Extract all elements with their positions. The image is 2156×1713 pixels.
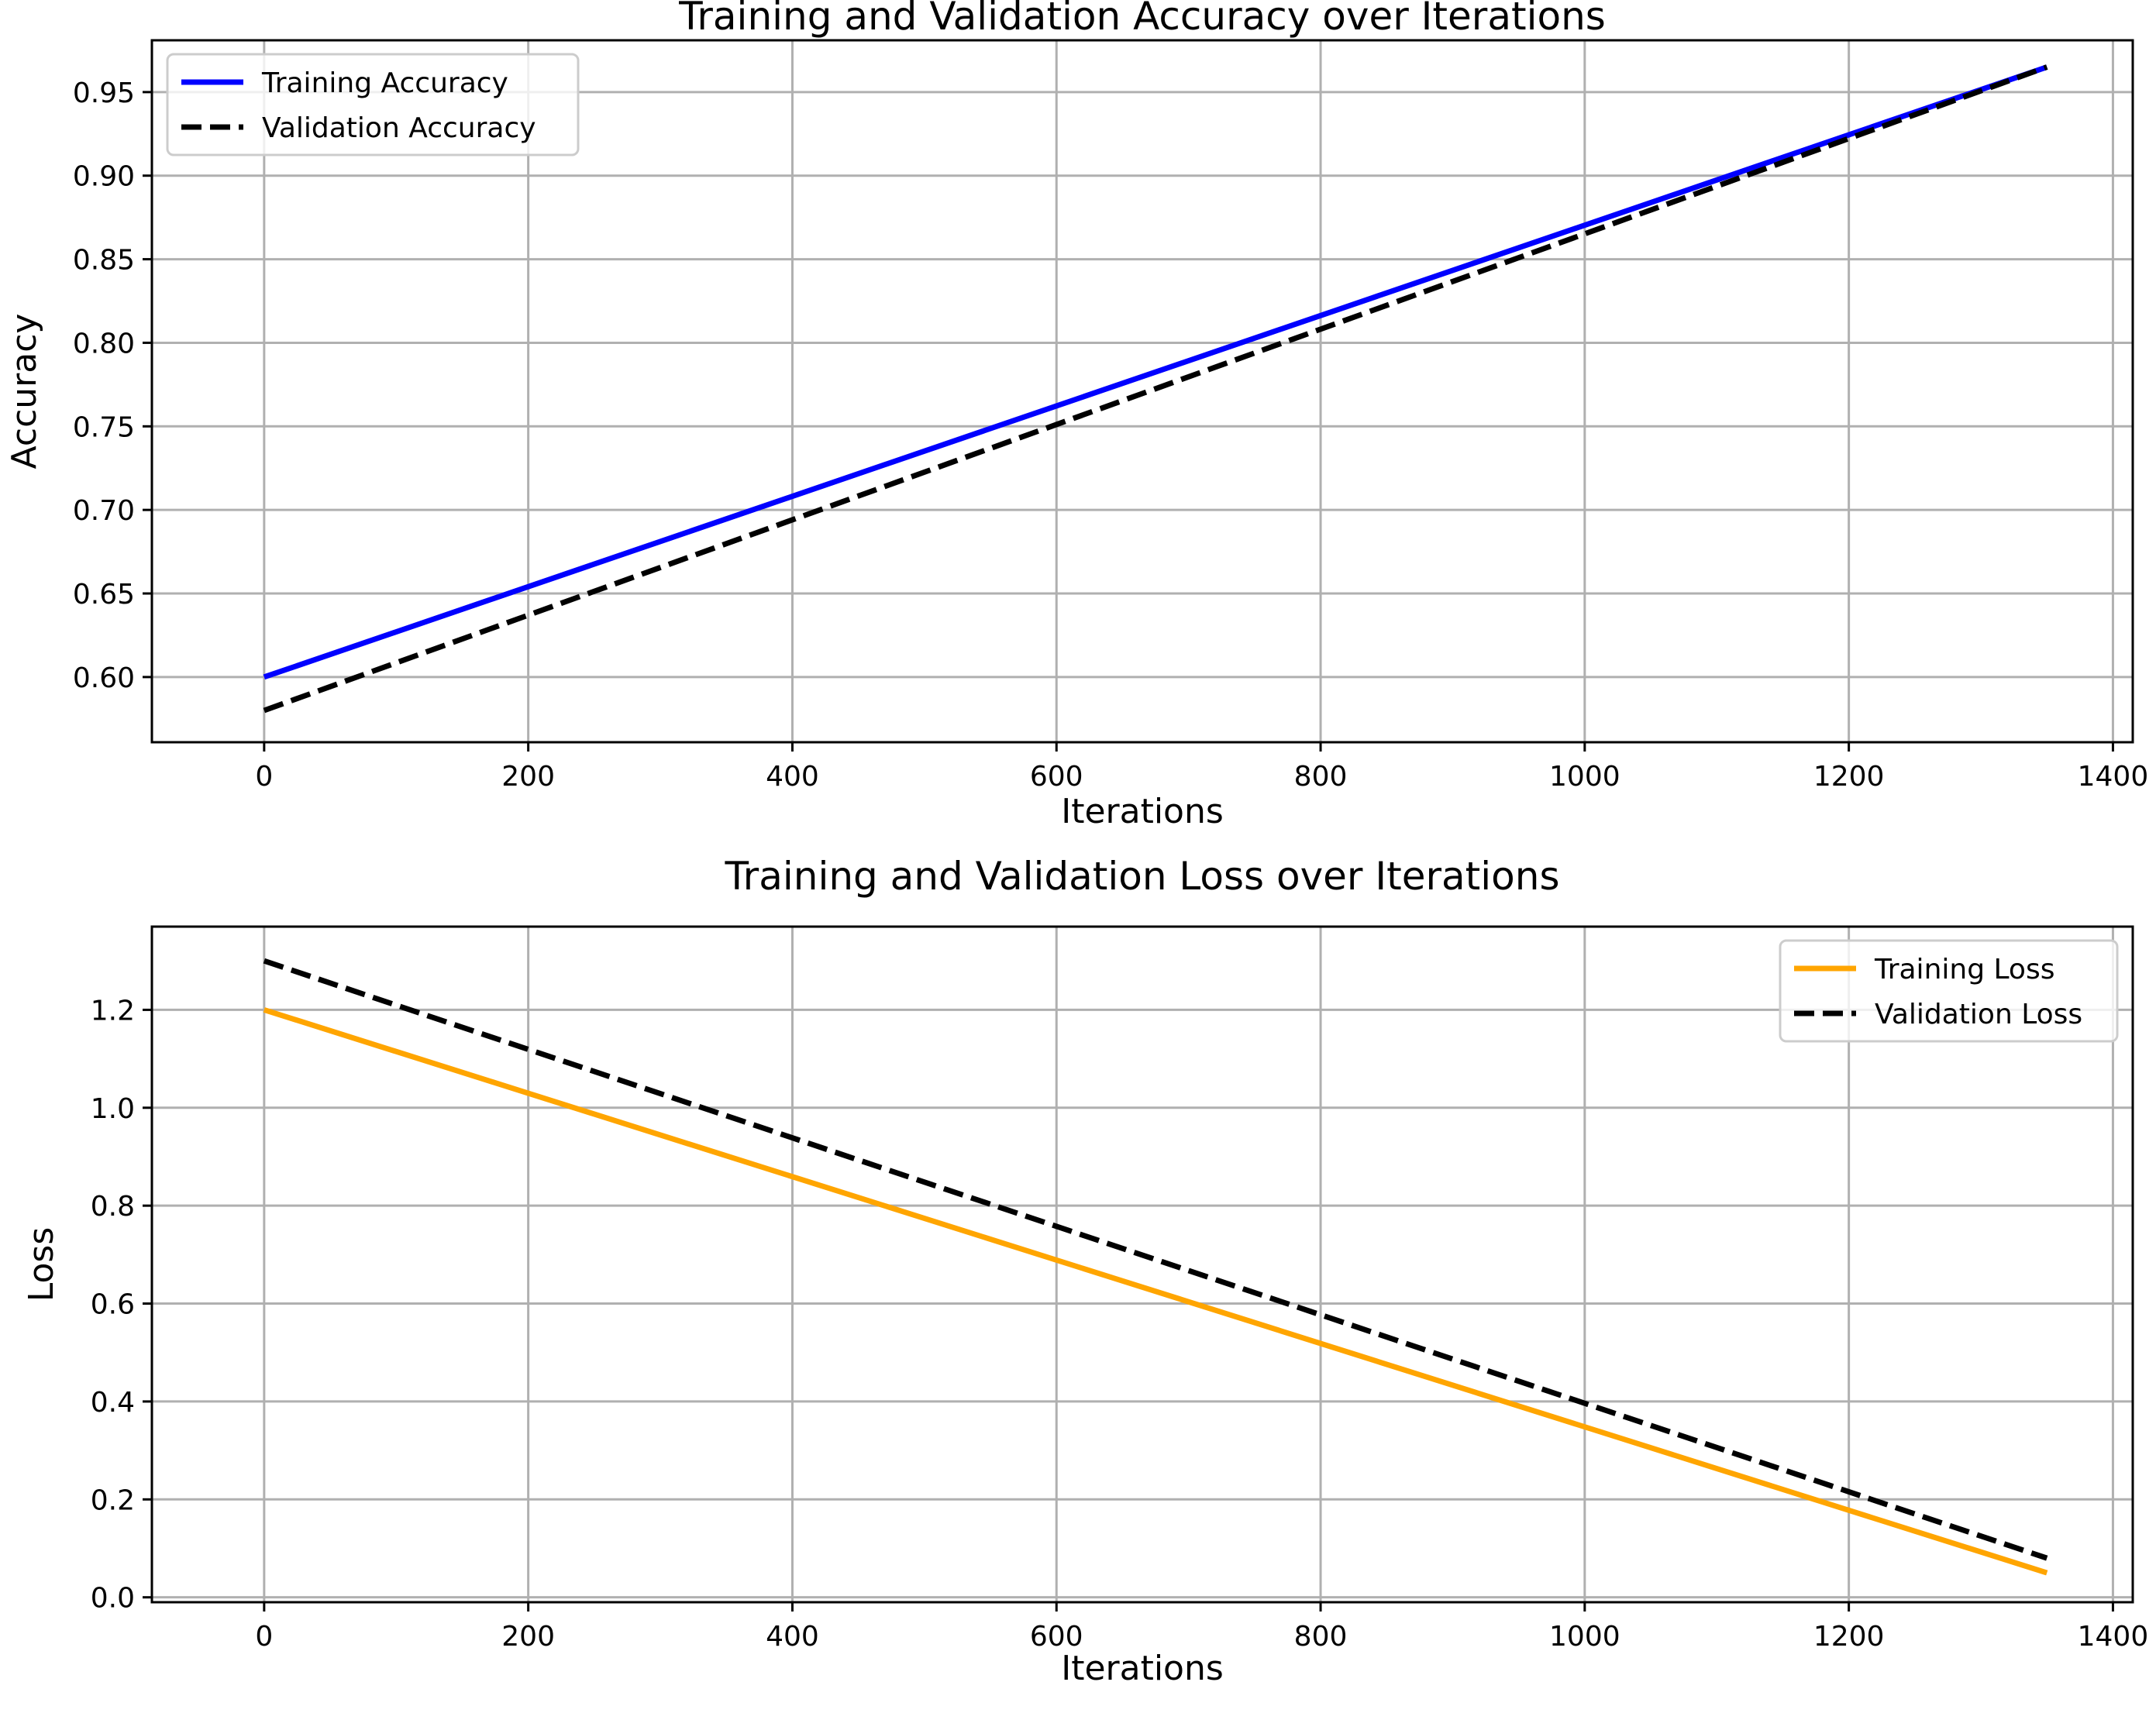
loss-series-training-loss: [263, 1007, 2048, 1576]
accuracy-x-tick-label: 200: [501, 761, 555, 793]
loss-x-tick-label: 1000: [1549, 1621, 1620, 1653]
loss-x-tick-label: 800: [1294, 1621, 1348, 1653]
accuracy-y-tick-label: 0.90: [73, 161, 135, 193]
loss-y-tick-label: 0.0: [91, 1583, 135, 1615]
loss-y-tick-label: 1.0: [91, 1093, 135, 1125]
loss-x-tick-label: 600: [1030, 1621, 1083, 1653]
accuracy-series-training-accuracy: [263, 64, 2048, 680]
accuracy-y-axis-label: Accuracy: [5, 314, 44, 470]
accuracy-x-tick-label: 800: [1294, 761, 1348, 793]
accuracy-x-tick-label: 1200: [1813, 761, 1885, 793]
accuracy-legend-box: [166, 53, 580, 157]
loss-legend-label-training-loss: Training Loss: [1874, 954, 2054, 985]
accuracy-y-tick-label: 0.75: [73, 411, 135, 443]
accuracy-x-tick-label: 0: [255, 761, 273, 793]
accuracy-y-tick-label: 0.70: [73, 495, 135, 527]
accuracy-legend-label-training-accuracy: Training Accuracy: [261, 67, 508, 99]
loss-y-axis-label: Loss: [22, 1227, 61, 1302]
accuracy-x-tick-label: 400: [766, 761, 819, 793]
loss-y-tick-label: 0.6: [91, 1289, 135, 1321]
accuracy-x-tick-label: 1400: [2078, 761, 2149, 793]
loss-chart-panel: 0 200 400 600 800 1000 1200 1400 0.0 0.2 0.4 0.6 0.8…: [22, 854, 2148, 1688]
loss-y-tick-label: 1.2: [91, 995, 135, 1027]
loss-x-tick-label: 400: [766, 1621, 819, 1653]
accuracy-x-tick-label: 600: [1030, 761, 1083, 793]
loss-x-tick-label: 200: [501, 1621, 555, 1653]
accuracy-y-tick-label: 0.95: [73, 77, 135, 109]
accuracy-legend: Training Accuracy Validation Accuracy: [166, 53, 580, 157]
accuracy-y-tick-label: 0.80: [73, 328, 135, 359]
loss-axes-frame: [150, 925, 2134, 1604]
accuracy-y-tick-label: 0.60: [73, 662, 135, 694]
loss-chart-title: Training and Validation Loss over Iterat…: [724, 854, 1559, 899]
loss-x-tick-label: 0: [255, 1621, 273, 1653]
loss-series-validation-loss: [263, 958, 2048, 1561]
loss-legend-label-validation-loss: Validation Loss: [1875, 999, 2082, 1030]
loss-x-axis-label: Iterations: [1061, 1649, 1224, 1688]
loss-y-tick-label: 0.2: [91, 1484, 135, 1516]
accuracy-chart-panel: 0 200 400 600 800 1000 1200 1400 0.60 0.65 0.70 0.7…: [5, 0, 2148, 831]
accuracy-legend-label-validation-accuracy: Validation Accuracy: [262, 112, 536, 144]
loss-x-tick-label: 1200: [1813, 1621, 1885, 1653]
accuracy-x-axis-label: Iterations: [1061, 792, 1224, 831]
loss-legend: Training Loss Validation Loss: [1779, 939, 2119, 1043]
accuracy-y-tick-label: 0.65: [73, 579, 135, 611]
accuracy-y-tick-label: 0.85: [73, 245, 135, 277]
loss-legend-box: [1779, 939, 2119, 1043]
accuracy-series-validation-accuracy: [263, 64, 2048, 714]
loss-y-tick-label: 0.8: [91, 1191, 135, 1223]
loss-y-tick-label: 0.4: [91, 1387, 135, 1419]
loss-x-tick-label: 1400: [2078, 1621, 2149, 1653]
accuracy-axes-frame: [150, 39, 2134, 744]
accuracy-chart-title: Training and Validation Accuracy over It…: [678, 0, 1606, 39]
accuracy-x-tick-label: 1000: [1549, 761, 1620, 793]
